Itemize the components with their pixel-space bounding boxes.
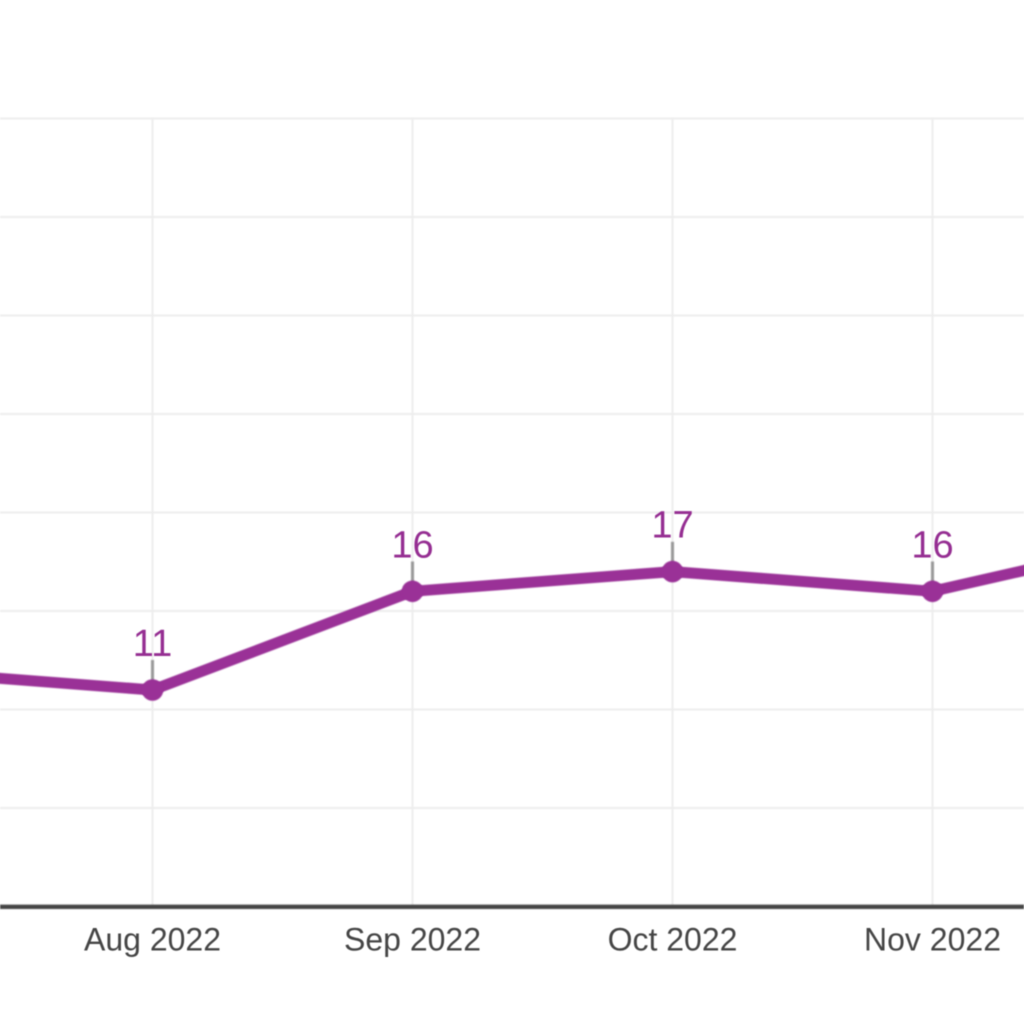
svg-text:16: 16 [391, 524, 433, 566]
svg-text:16: 16 [911, 524, 953, 566]
svg-text:Sep 2022: Sep 2022 [344, 922, 481, 958]
svg-text:11: 11 [133, 623, 172, 665]
svg-text:Nov 2022: Nov 2022 [864, 922, 1001, 958]
svg-text:Oct 2022: Oct 2022 [608, 922, 738, 958]
svg-text:17: 17 [651, 505, 693, 547]
svg-text:Aug 2022: Aug 2022 [84, 922, 221, 958]
